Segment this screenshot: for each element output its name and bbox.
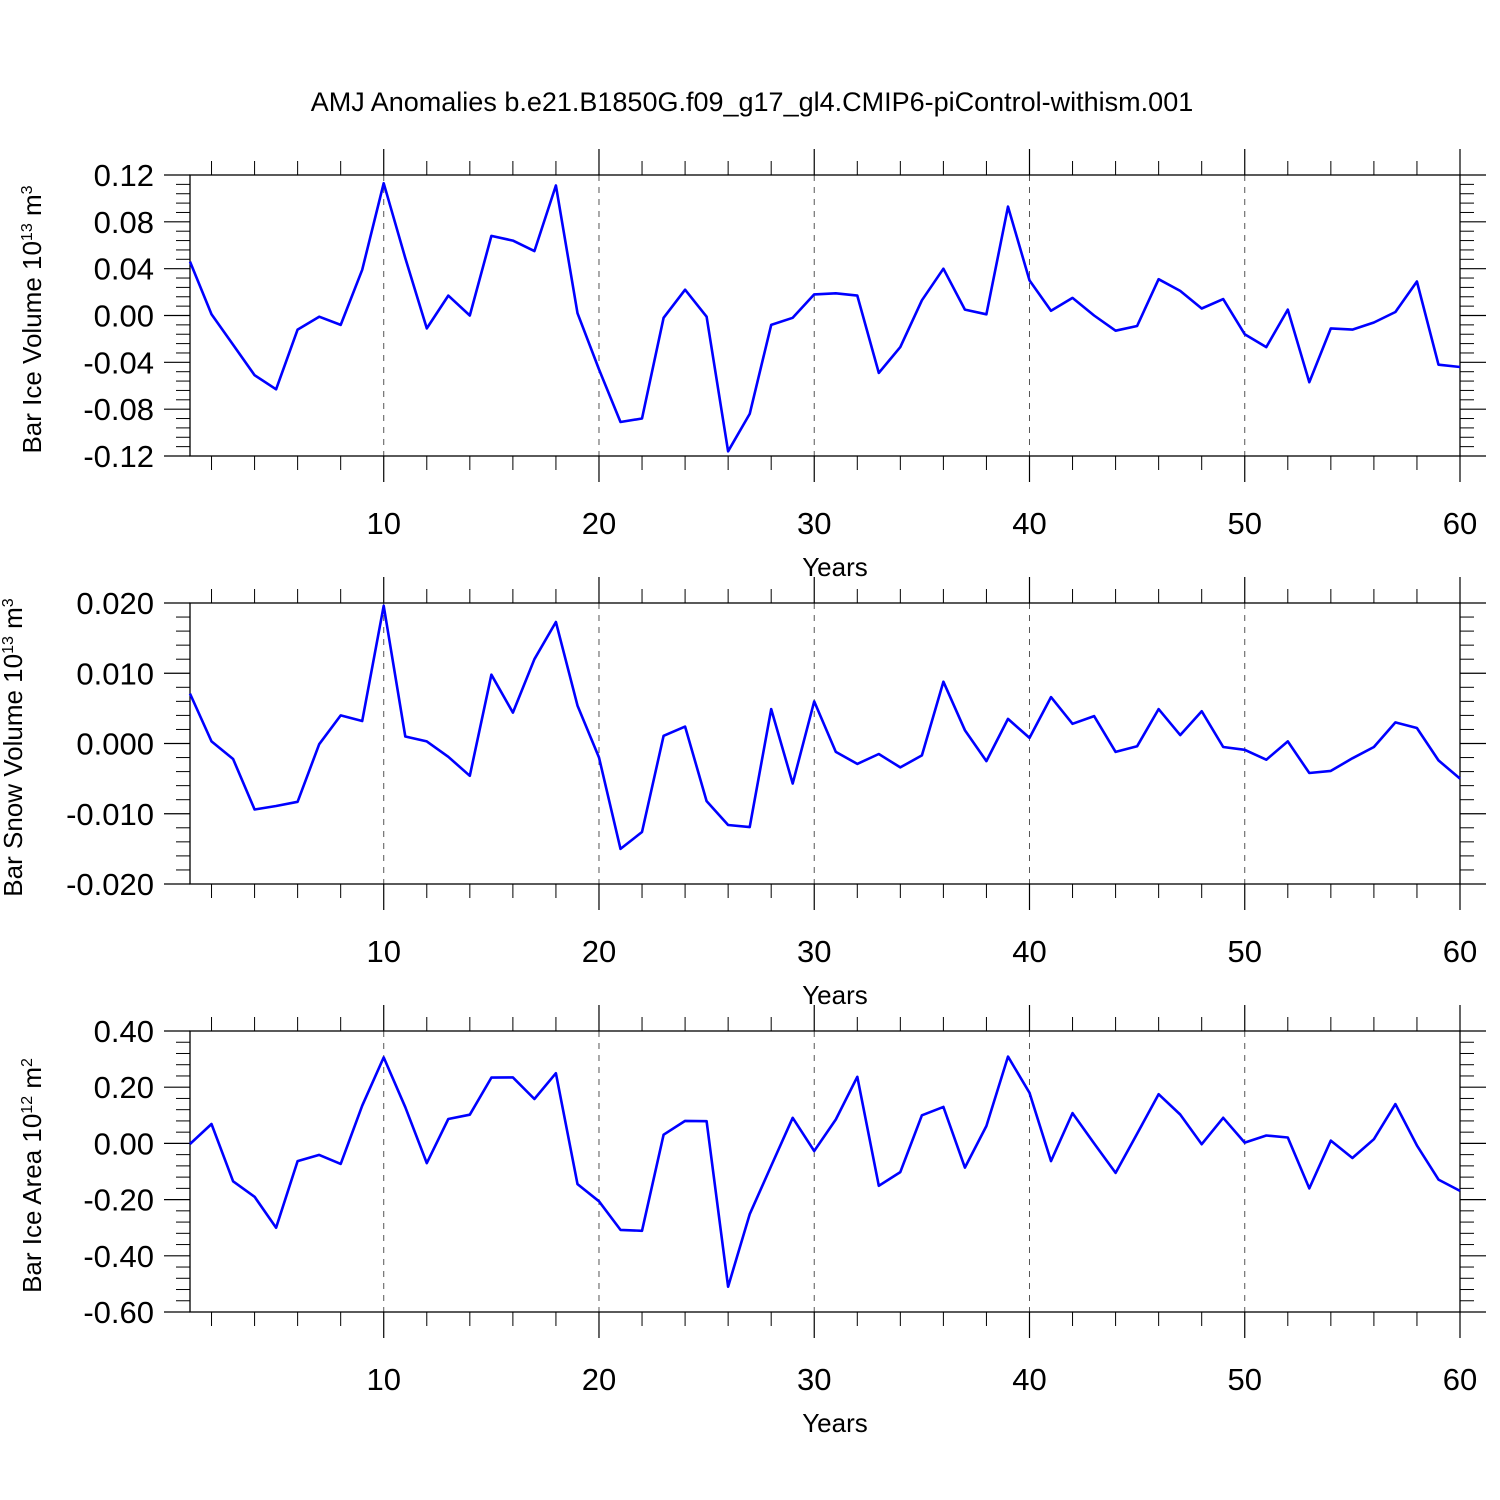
- x-tick-label: 20: [582, 506, 616, 541]
- y-tick-label: 0.40: [94, 1014, 154, 1049]
- y-tick-label: -0.04: [83, 345, 154, 380]
- panel-1: 10 20 30 40 50 60 -0.12 -0.08 -0.04 0.00 0.04 0.08 0…: [17, 149, 1486, 582]
- x-tick-label: 50: [1228, 1362, 1262, 1397]
- panel-3: 10 20 30 40 50 60 -0.60 -0.40 -0.20 0.00 0.20 0.40 Y…: [17, 1005, 1486, 1438]
- y-tick-label: 0.010: [76, 656, 154, 691]
- x-tick-label: 30: [797, 506, 831, 541]
- x-tick-label: 60: [1443, 506, 1477, 541]
- plot-frame: [189, 1030, 1461, 1313]
- y-tick-label: -0.010: [66, 797, 154, 832]
- y-axis-label: Bar Ice Area 1012 m2: [17, 1058, 47, 1293]
- panel-2: 10 20 30 40 50 60 -0.020 -0.010 0.000 0.010 0.020 Y…: [0, 577, 1486, 1010]
- x-tick-label: 50: [1228, 506, 1262, 541]
- x-tick-label: 10: [366, 1362, 400, 1397]
- y-tick-label: -0.08: [83, 392, 154, 427]
- y-axis-label: Bar Snow Volume 1013 m3: [0, 598, 28, 897]
- x-tick-label: 40: [1012, 1362, 1046, 1397]
- x-axis-label: Years: [802, 980, 868, 1010]
- x-tick-label: 20: [582, 1362, 616, 1397]
- y-tick-label: 0.020: [76, 586, 154, 621]
- plot-frame: [189, 602, 1461, 885]
- y-tick-label: 0.20: [94, 1070, 154, 1105]
- y-tick-label: 0.12: [94, 158, 154, 193]
- x-tick-label: 20: [582, 934, 616, 969]
- series-line: [188, 181, 1461, 453]
- x-tick-label: 10: [366, 506, 400, 541]
- x-tick-label: 40: [1012, 934, 1046, 969]
- x-tick-label: 60: [1443, 934, 1477, 969]
- x-tick-label: 50: [1228, 934, 1262, 969]
- x-tick-label: 40: [1012, 506, 1046, 541]
- y-tick-label: -0.020: [66, 867, 154, 902]
- y-tick-label: -0.40: [83, 1239, 154, 1274]
- y-tick-label: -0.20: [83, 1183, 154, 1218]
- y-tick-label: 0.00: [94, 299, 154, 334]
- x-tick-label: 60: [1443, 1362, 1477, 1397]
- plot-frame: [189, 174, 1461, 457]
- x-axis-label: Years: [802, 552, 868, 582]
- y-axis-label: Bar Ice Volume 1013 m3: [17, 185, 47, 453]
- y-tick-label: -0.60: [83, 1295, 154, 1330]
- x-tick-label: 10: [366, 934, 400, 969]
- series-line: [189, 1055, 1461, 1288]
- y-tick-label: 0.000: [76, 727, 154, 762]
- y-tick-label: 0.00: [94, 1126, 154, 1161]
- y-tick-label: 0.04: [94, 252, 154, 287]
- series-line: [188, 604, 1461, 851]
- x-tick-label: 30: [797, 1362, 831, 1397]
- chart-title: AMJ Anomalies b.e21.B1850G.f09_g17_gl4.C…: [311, 87, 1193, 117]
- x-tick-label: 30: [797, 934, 831, 969]
- y-tick-label: 0.08: [94, 205, 154, 240]
- y-tick-label: -0.12: [83, 439, 154, 474]
- x-axis-label: Years: [802, 1408, 868, 1438]
